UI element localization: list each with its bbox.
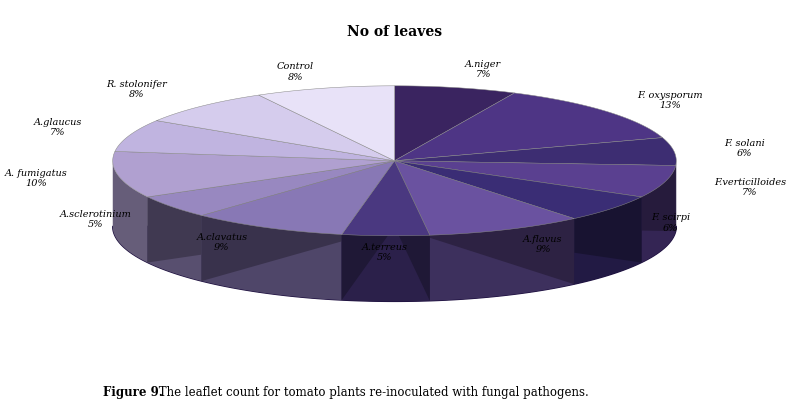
Polygon shape [394,86,514,161]
Polygon shape [394,161,574,235]
Polygon shape [342,161,430,236]
Text: Figure 9.: Figure 9. [103,386,163,399]
Polygon shape [641,166,675,263]
Polygon shape [148,161,394,215]
Polygon shape [113,226,676,301]
Text: A.niger
7%: A.niger 7% [466,60,501,79]
Polygon shape [202,161,394,281]
Polygon shape [148,197,202,281]
Text: A.terreus
5%: A.terreus 5% [361,242,407,262]
Polygon shape [394,161,641,263]
Text: Control
8%: Control 8% [277,63,314,82]
Polygon shape [394,161,641,263]
Polygon shape [148,161,394,263]
Polygon shape [394,161,675,231]
Polygon shape [113,152,394,197]
Polygon shape [342,234,430,301]
Text: A.flavus
9%: A.flavus 9% [523,235,563,255]
Text: F. solani
6%: F. solani 6% [724,139,765,158]
Polygon shape [202,161,394,281]
Polygon shape [394,161,430,301]
Text: A. fumigatus
10%: A. fumigatus 10% [6,169,68,189]
Text: F. oxysporum
13%: F. oxysporum 13% [638,90,703,110]
Polygon shape [148,161,394,263]
Polygon shape [394,161,574,284]
Text: F. scirpi
6%: F. scirpi 6% [651,213,690,233]
Polygon shape [202,215,342,300]
Polygon shape [156,95,394,161]
Polygon shape [394,161,430,301]
Text: A.sclerotinium
5%: A.sclerotinium 5% [60,210,132,229]
Text: No of leaves: No of leaves [347,25,442,39]
Polygon shape [394,161,641,219]
Text: F.verticilloides
7%: F.verticilloides 7% [714,178,786,197]
Polygon shape [430,219,574,301]
Text: A.clavatus
9%: A.clavatus 9% [196,233,248,252]
Polygon shape [394,161,574,284]
Polygon shape [394,138,676,166]
Polygon shape [113,160,148,263]
Polygon shape [394,161,675,197]
Polygon shape [115,121,394,161]
Polygon shape [342,161,394,300]
Polygon shape [394,93,663,161]
Text: The leaflet count for tomato plants re-inoculated with fungal pathogens.: The leaflet count for tomato plants re-i… [155,386,589,399]
Polygon shape [574,197,641,284]
Text: A.glaucus
7%: A.glaucus 7% [33,118,81,137]
Polygon shape [202,161,394,234]
Text: R. stolonifer
8%: R. stolonifer 8% [107,80,167,99]
Polygon shape [394,161,675,231]
Polygon shape [259,86,394,161]
Polygon shape [342,161,394,300]
